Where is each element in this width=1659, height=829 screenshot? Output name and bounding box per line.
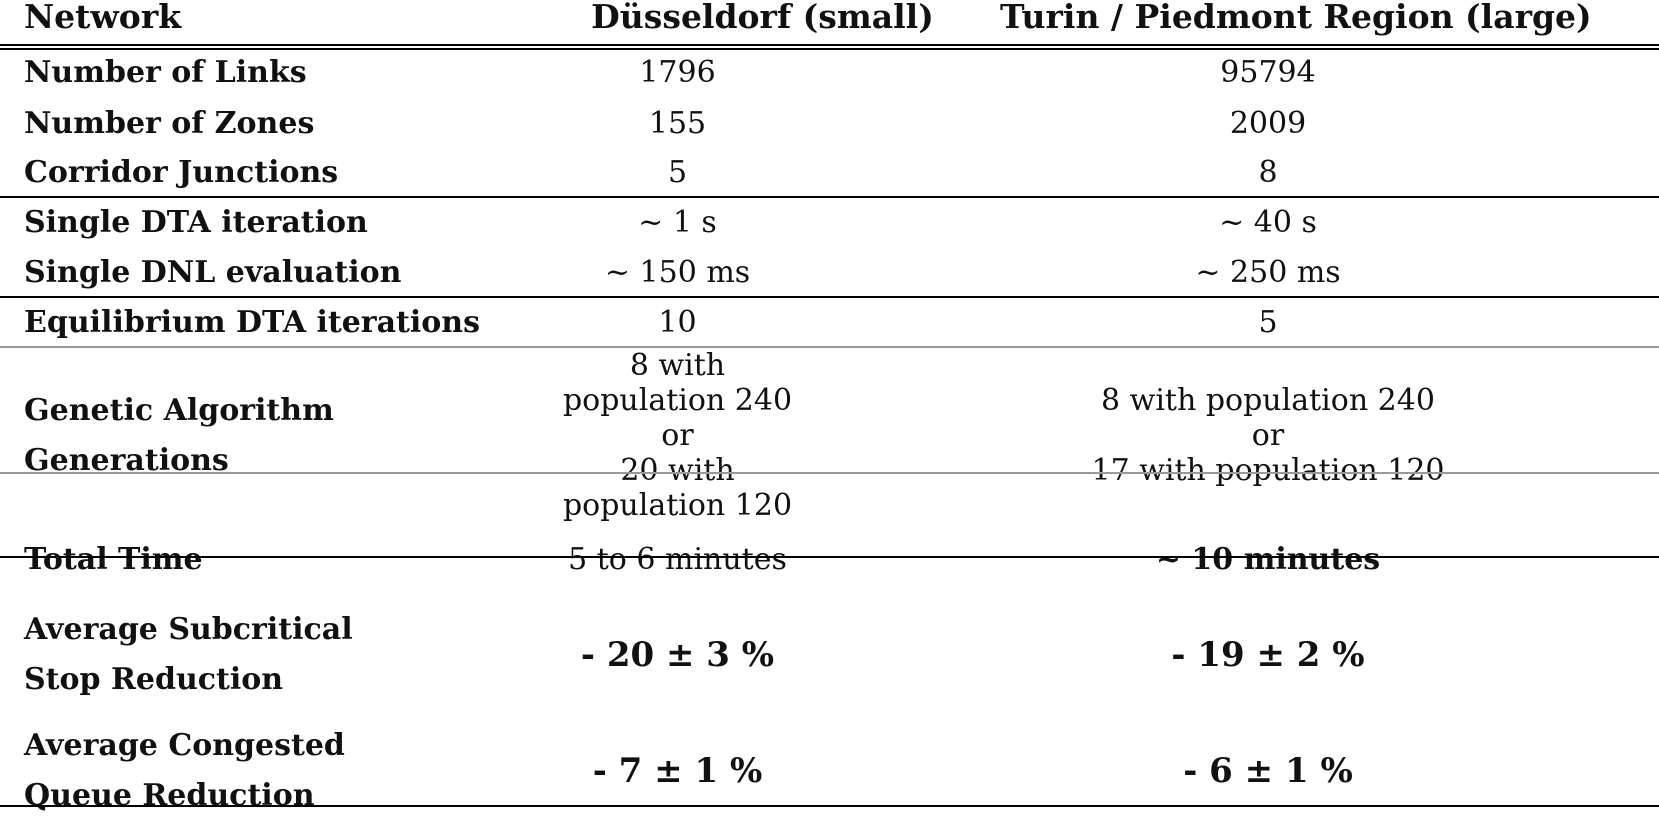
cell-small: - 7 ± 1 % [592, 751, 763, 791]
row-label: Average Congested Queue Reduction [0, 713, 545, 829]
cell-line: 17 with population 120 [1091, 453, 1445, 488]
column-header-network: Network [24, 0, 182, 36]
cell-small: - 20 ± 3 % [580, 635, 775, 675]
cell-large: 2009 [1229, 106, 1307, 141]
section-rule [0, 196, 1659, 198]
table-row-zones: Number of Zones 155 2009 [0, 100, 1659, 148]
row-label: Corridor Junctions [24, 155, 339, 190]
table-row-dta-iteration: Single DTA iteration ~ 1 s ~ 40 s [0, 198, 1659, 248]
row-label-line: Genetic Algorithm [24, 392, 334, 428]
row-label: Single DNL evaluation [24, 255, 402, 290]
row-label: Total Time [24, 542, 203, 577]
cell-large: ~ 40 s [1219, 205, 1317, 240]
header-row: Network Düsseldorf (small) Turin / Piedm… [0, 0, 1659, 46]
table-row-total-time: Total Time 5 to 6 minutes ~ 10 minutes [0, 523, 1659, 597]
cell-large: - 19 ± 2 % [1171, 635, 1365, 675]
cell-line: or [661, 418, 694, 453]
row-label-line: Generations [24, 442, 229, 478]
cell-small: 155 [648, 106, 707, 141]
section-rule [0, 556, 1659, 558]
row-label: Average Subcritical Stop Reduction [0, 597, 545, 713]
top-rule [0, 44, 1659, 46]
column-header-turin: Turin / Piedmont Region (large) [1000, 0, 1592, 36]
row-label: Single DTA iteration [24, 205, 368, 240]
cell-large: ~ 250 ms [1195, 255, 1341, 290]
cell-large: 8 [1258, 155, 1278, 190]
cell-small: 5 [667, 155, 688, 190]
cell-line: or [1251, 418, 1285, 453]
cell-small: 10 [658, 305, 697, 340]
table-row-stop-reduction: Average Subcritical Stop Reduction - 20 … [0, 597, 1659, 713]
row-label: Number of Zones [24, 106, 315, 141]
row-label: Equilibrium DTA iterations [24, 305, 480, 340]
table-row-equilibrium-iterations: Equilibrium DTA iterations 10 5 [0, 298, 1659, 348]
cell-large: 5 [1258, 305, 1278, 340]
section-rule [0, 472, 1659, 474]
cell-large: 8 with population 240 or 17 with populat… [980, 348, 1659, 523]
row-label-line: Average Congested [24, 728, 345, 763]
table-row-junctions: Corridor Junctions 5 8 [0, 148, 1659, 198]
cell-line: 20 with population 120 [562, 453, 793, 523]
section-rule [0, 346, 1659, 348]
row-label-line: Average Subcritical [24, 612, 353, 647]
cell-line: 8 with population 240 [1101, 383, 1435, 418]
cell-large: 95794 [1220, 55, 1316, 90]
table-row-dnl-evaluation: Single DNL evaluation ~ 150 ms ~ 250 ms [0, 248, 1659, 298]
cell-large: ~ 10 minutes [1155, 542, 1381, 577]
row-label: Genetic Algorithm Generations [0, 348, 545, 523]
row-label-line: Stop Reduction [24, 662, 284, 697]
cell-line: 8 with population 240 [562, 348, 793, 418]
cell-small: ~ 1 s [638, 205, 717, 240]
column-header-dusseldorf: Düsseldorf (small) [591, 0, 934, 36]
cell-small: 1796 [639, 55, 716, 90]
row-label-line: Queue Reduction [24, 778, 315, 813]
header-rule [0, 48, 1659, 50]
row-label: Number of Links [24, 55, 307, 90]
cell-small: 8 with population 240 or 20 with populat… [545, 348, 980, 523]
cell-small: ~ 150 ms [604, 255, 751, 290]
table-row-genetic-algorithm: Genetic Algorithm Generations 8 with pop… [0, 348, 1659, 523]
section-rule [0, 296, 1659, 298]
table-row-links: Number of Links 1796 95794 [0, 46, 1659, 100]
table-row-queue-reduction: Average Congested Queue Reduction - 7 ± … [0, 713, 1659, 829]
bottom-rule [0, 805, 1659, 807]
cell-small: 5 to 6 minutes [568, 542, 787, 577]
cell-large: - 6 ± 1 % [1183, 751, 1353, 791]
